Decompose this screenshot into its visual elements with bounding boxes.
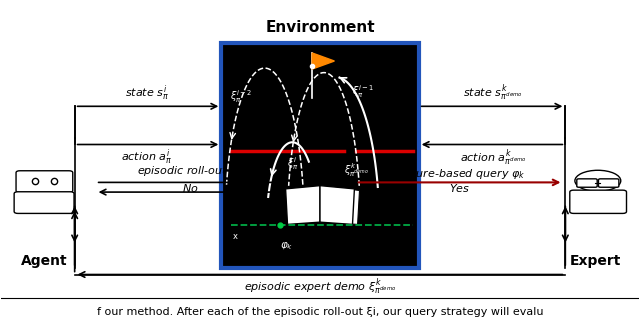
FancyBboxPatch shape [14,192,74,214]
Text: Query Strategy: Query Strategy [260,245,380,259]
Text: Environment: Environment [265,20,375,35]
Ellipse shape [575,170,621,191]
Text: state $s_\pi^i$: state $s_\pi^i$ [125,83,169,103]
FancyBboxPatch shape [16,171,73,192]
Text: action $a_\pi^i$: action $a_\pi^i$ [121,148,172,167]
Text: f our method. After each of the episodic roll-out ξi, our query strategy will ev: f our method. After each of the episodic… [97,306,543,317]
Text: x: x [232,232,237,241]
Text: Agent: Agent [21,254,68,268]
Text: $Yes$: $Yes$ [449,182,470,194]
FancyBboxPatch shape [570,190,627,214]
FancyBboxPatch shape [598,179,619,187]
Polygon shape [320,185,355,224]
Text: episodic roll-out $\xi_\pi^i$: episodic roll-out $\xi_\pi^i$ [137,161,243,181]
Polygon shape [323,189,365,224]
Text: $\xi_{\pi^{demo}}^k$: $\xi_{\pi^{demo}}^k$ [344,161,369,179]
Text: action $a_{\pi^{demo}}^k$: action $a_{\pi^{demo}}^k$ [460,148,527,168]
Text: $No$: $No$ [182,182,198,194]
Text: Expert: Expert [570,254,621,268]
Polygon shape [321,185,360,224]
Text: state $s_{\pi^{demo}}^k$: state $s_{\pi^{demo}}^k$ [463,82,523,103]
FancyBboxPatch shape [577,179,597,187]
Text: episodic expert demo $\xi_{\pi^{demo}}^k$: episodic expert demo $\xi_{\pi^{demo}}^k… [244,276,396,297]
Polygon shape [312,53,335,69]
FancyBboxPatch shape [221,43,419,268]
Text: $\xi_\pi^{i-2}$: $\xi_\pi^{i-2}$ [230,88,252,105]
Text: $\varphi_k$: $\varphi_k$ [280,240,293,252]
Text: $\xi_\pi^{i}$: $\xi_\pi^{i}$ [287,155,298,172]
Polygon shape [285,185,320,224]
Text: $\xi_\pi^{i-1}$: $\xi_\pi^{i-1}$ [353,83,374,100]
Text: feature-based query $\varphi_k$: feature-based query $\varphi_k$ [394,167,525,181]
